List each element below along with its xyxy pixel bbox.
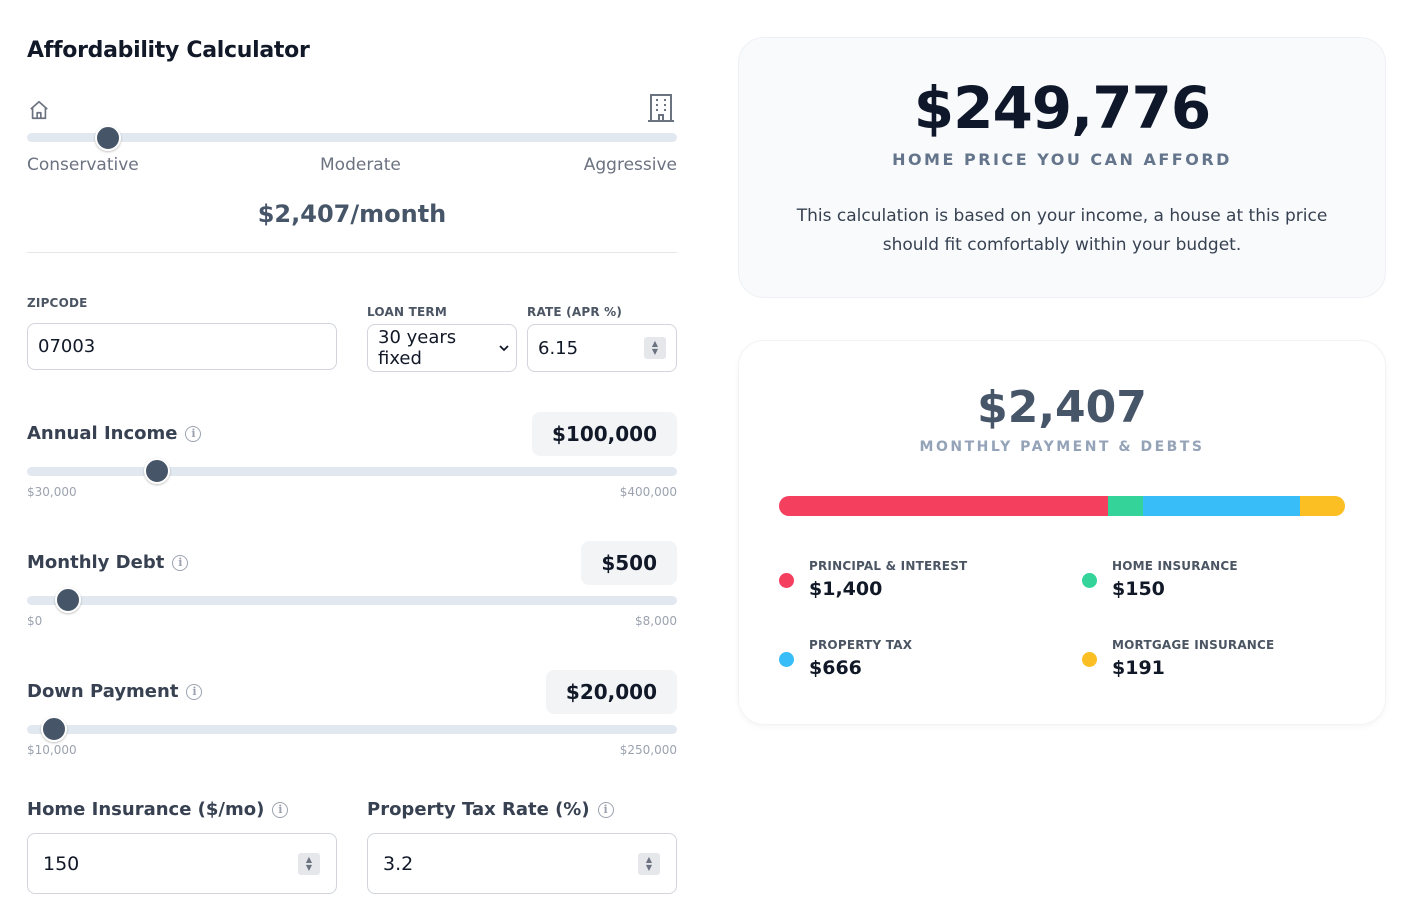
home-insurance-label-text: Home Insurance ($/mo) <box>27 799 265 820</box>
rate-label: RATE (APR %) <box>527 305 623 319</box>
mortgage-insurance-dot <box>1082 652 1097 667</box>
annual-income-slider-handle[interactable] <box>144 458 170 484</box>
annual-income-min-label: $30,000 <box>27 485 77 499</box>
divider <box>27 252 677 253</box>
number-stepper-icon[interactable]: ▲ ▼ <box>644 337 666 359</box>
monthly-payment-summary: $2,407/month <box>257 200 447 228</box>
house-icon <box>28 99 50 121</box>
info-icon[interactable]: i <box>172 554 189 571</box>
risk-label-aggressive: Aggressive <box>583 155 677 175</box>
risk-slider-handle[interactable] <box>95 125 121 151</box>
payment-breakdown-card <box>738 340 1386 725</box>
monthly-debt-min-label: $0 <box>27 614 43 628</box>
home-price-card <box>738 37 1386 298</box>
loan-term-label: LOAN TERM <box>367 305 447 319</box>
risk-label-moderate: Moderate <box>320 155 401 175</box>
principal-interest-segment <box>779 496 1109 516</box>
zipcode-label: ZIPCODE <box>27 296 88 310</box>
risk-slider-track[interactable] <box>27 133 677 142</box>
property-tax-segment <box>1143 496 1301 516</box>
property-tax-label-text: Property Tax Rate (%) <box>367 799 590 820</box>
down-payment-min-label: $10,000 <box>27 743 77 757</box>
property-tax-input[interactable]: 3.2 ▲ ▼ <box>367 833 677 894</box>
principal-interest-legend-label: PRINCIPAL & INTEREST <box>809 559 968 573</box>
property-tax-dot <box>779 652 794 667</box>
rate-value: 6.15 <box>538 337 579 359</box>
home-insurance-dot <box>1082 573 1097 588</box>
down-payment-max-label: $250,000 <box>619 743 677 757</box>
monthly-debt-label-text: Monthly Debt <box>27 552 165 573</box>
down-payment-slider-handle[interactable] <box>41 716 67 742</box>
down-payment-label-text: Down Payment <box>27 681 179 702</box>
info-icon[interactable]: i <box>272 801 289 818</box>
annual-income-label: Annual Income i <box>27 423 202 444</box>
home-insurance-legend-value: $150 <box>1112 578 1165 600</box>
building-icon <box>647 93 675 123</box>
property-tax-label: Property Tax Rate (%) i <box>367 799 614 820</box>
property-tax-legend-value: $666 <box>809 657 862 679</box>
mortgage-insurance-legend-value: $191 <box>1112 657 1165 679</box>
principal-interest-dot <box>779 573 794 588</box>
property-tax-value: 3.2 <box>383 852 414 875</box>
chevron-down-icon <box>498 338 510 359</box>
zipcode-value: 07003 <box>38 336 96 357</box>
mortgage-insurance-segment <box>1300 496 1345 516</box>
loan-term-value: 30 years fixed <box>378 327 457 369</box>
down-payment-value[interactable]: $20,000 <box>545 670 677 714</box>
home-insurance-segment <box>1108 496 1144 516</box>
info-icon[interactable]: i <box>186 683 203 700</box>
down-payment-label: Down Payment i <box>27 681 203 702</box>
annual-income-slider-track[interactable] <box>27 467 677 476</box>
home-price-description: This calculation is based on your income… <box>796 206 1328 255</box>
mortgage-insurance-legend-label: MORTGAGE INSURANCE <box>1112 638 1275 652</box>
info-icon[interactable]: i <box>597 801 614 818</box>
annual-income-label-text: Annual Income <box>27 423 178 444</box>
home-insurance-legend-label: HOME INSURANCE <box>1112 559 1238 573</box>
monthly-debt-value[interactable]: $500 <box>581 541 677 585</box>
monthly-debt-max-label: $8,000 <box>635 614 677 628</box>
zipcode-input[interactable]: 07003 <box>27 323 337 370</box>
annual-income-value[interactable]: $100,000 <box>531 412 677 456</box>
monthly-debt-slider-handle[interactable] <box>55 587 81 613</box>
down-payment-slider-track[interactable] <box>27 725 677 734</box>
monthly-payment-caption: MONTHLY PAYMENT & DEBTS <box>919 439 1205 455</box>
home-insurance-value: 150 <box>43 852 80 875</box>
loan-term-select[interactable]: 30 years fixed <box>367 324 517 372</box>
home-price-value: $249,776 <box>913 74 1212 142</box>
monthly-debt-slider-track[interactable] <box>27 596 677 605</box>
number-stepper-icon[interactable]: ▲ ▼ <box>638 852 660 875</box>
payment-breakdown-bar <box>779 496 1345 516</box>
property-tax-legend-label: PROPERTY TAX <box>809 638 913 652</box>
home-insurance-input[interactable]: 150 ▲ ▼ <box>27 833 337 894</box>
home-price-caption: HOME PRICE YOU CAN AFFORD <box>892 150 1232 169</box>
rate-input[interactable]: 6.15 ▲ ▼ <box>527 324 677 372</box>
monthly-payment-total: $2,407 <box>977 382 1147 433</box>
home-insurance-label: Home Insurance ($/mo) i <box>27 799 289 820</box>
info-icon[interactable]: i <box>185 425 202 442</box>
annual-income-max-label: $400,000 <box>619 485 677 499</box>
monthly-debt-label: Monthly Debt i <box>27 552 189 573</box>
risk-label-conservative: Conservative <box>27 155 139 175</box>
number-stepper-icon[interactable]: ▲ ▼ <box>298 852 320 875</box>
principal-interest-legend-value: $1,400 <box>809 578 883 600</box>
page-title: Affordability Calculator <box>27 38 310 63</box>
